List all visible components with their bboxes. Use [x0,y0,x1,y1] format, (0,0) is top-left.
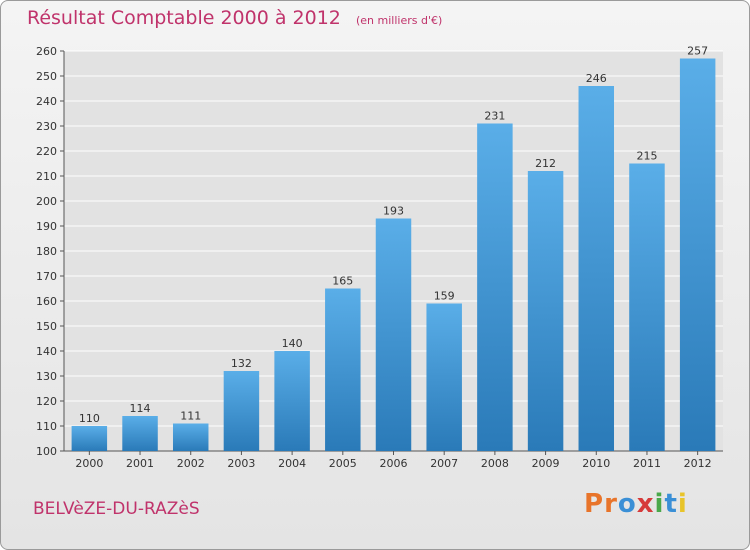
y-tick-label: 170 [36,270,57,283]
data-label: 159 [434,290,455,303]
data-label: 111 [180,410,201,423]
y-tick-label: 100 [36,445,57,458]
bar [426,303,462,451]
y-tick-label: 260 [36,45,57,58]
bar [629,163,665,451]
logo-letter: r [604,489,618,519]
y-tick-label: 250 [36,70,57,83]
x-tick-label: 2001 [126,457,154,470]
bar [223,371,260,451]
bar [375,218,412,451]
logo-letter: t [664,489,678,519]
y-tick-label: 220 [36,145,57,158]
bar [274,351,310,451]
bar [122,416,158,451]
data-label: 231 [484,110,505,123]
x-tick-label: 2005 [329,457,357,470]
y-tick-label: 160 [36,295,57,308]
y-tick-label: 130 [36,370,57,383]
bar [71,426,108,451]
logo-letter: P [584,489,605,519]
data-label: 110 [79,412,100,425]
chart-subtitle: (en milliers d'€) [355,14,443,27]
bar [527,171,564,451]
x-tick-label: 2012 [684,457,712,470]
y-tick-label: 180 [36,245,57,258]
bar [477,123,513,451]
data-label: 215 [636,150,657,163]
x-tick-label: 2004 [278,457,306,470]
data-label: 246 [586,72,607,85]
y-tick-label: 190 [36,220,57,233]
y-tick-label: 210 [36,170,57,183]
y-tick-label: 200 [36,195,57,208]
x-tick-label: 2006 [380,457,408,470]
data-label: 114 [130,402,151,415]
bar [578,86,615,451]
bar [325,288,361,451]
data-label: 193 [383,205,404,218]
x-tick-label: 2011 [633,457,661,470]
commune-name: BELVèZE-DU-RAZèS [33,499,200,519]
logo-letter: i [654,489,665,519]
x-tick-label: 2002 [177,457,205,470]
y-tick-label: 120 [36,395,57,408]
logo-letter: x [636,489,655,519]
data-label: 132 [231,357,252,370]
bar [172,423,209,451]
y-tick-label: 140 [36,345,57,358]
y-tick-label: 240 [36,95,57,108]
y-tick-label: 150 [36,320,57,333]
logo-letter: o [617,489,637,519]
proxiti-logo: Proxiti [584,489,688,519]
x-tick-label: 2003 [227,457,255,470]
logo-letter: i [677,489,688,519]
x-tick-label: 2000 [75,457,103,470]
data-label: 165 [332,275,353,288]
x-tick-label: 2008 [481,457,509,470]
x-tick-label: 2007 [430,457,458,470]
chart-title-block: Résultat Comptable 2000 à 2012 (en milli… [27,7,442,29]
chart-title: Résultat Comptable 2000 à 2012 [27,7,341,29]
x-tick-label: 2009 [532,457,560,470]
y-tick-label: 230 [36,120,57,133]
data-label: 140 [282,337,303,350]
data-label: 257 [687,45,708,58]
y-tick-label: 110 [36,420,57,433]
x-tick-label: 2010 [582,457,610,470]
bar [679,58,716,451]
data-label: 212 [535,157,556,170]
